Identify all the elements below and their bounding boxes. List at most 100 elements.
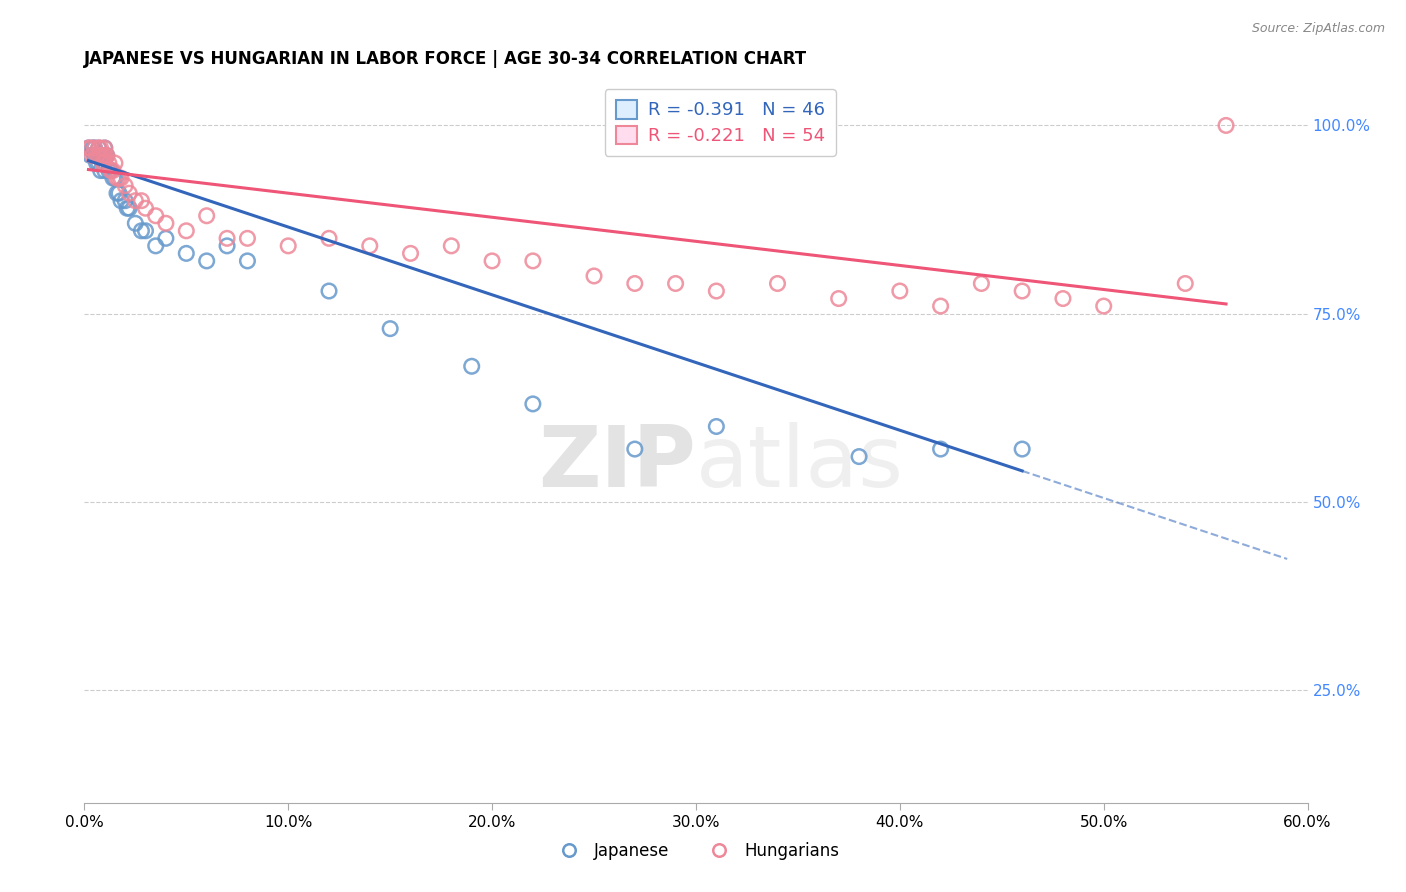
Legend: Japanese, Hungarians: Japanese, Hungarians xyxy=(546,836,846,867)
Point xyxy=(1052,292,1074,306)
Point xyxy=(87,141,110,155)
Point xyxy=(100,163,122,178)
Point xyxy=(96,148,118,162)
Point xyxy=(135,201,157,215)
Point xyxy=(86,148,108,162)
Point xyxy=(1092,299,1115,313)
Point xyxy=(97,156,120,170)
Point xyxy=(93,141,115,155)
Point xyxy=(318,231,340,245)
Point xyxy=(82,148,104,162)
Point xyxy=(848,450,870,464)
Point xyxy=(104,156,127,170)
Point xyxy=(93,148,115,162)
Point xyxy=(131,224,153,238)
Point xyxy=(440,239,463,253)
Point xyxy=(970,277,993,291)
Point xyxy=(195,209,218,223)
Point xyxy=(380,321,402,335)
Point xyxy=(83,148,105,162)
Point xyxy=(236,254,259,268)
Point xyxy=(461,359,484,374)
Point xyxy=(100,163,122,178)
Point xyxy=(145,209,167,223)
Point xyxy=(90,163,112,178)
Point xyxy=(135,224,157,238)
Text: ZIP: ZIP xyxy=(538,422,696,505)
Point xyxy=(624,442,647,456)
Point xyxy=(522,397,544,411)
Point xyxy=(87,156,110,170)
Point xyxy=(665,277,688,291)
Point xyxy=(82,141,104,155)
Point xyxy=(359,239,381,253)
Point xyxy=(104,171,127,186)
Text: atlas: atlas xyxy=(696,422,904,505)
Point xyxy=(889,284,911,298)
Point xyxy=(195,254,218,268)
Point xyxy=(105,186,128,201)
Point xyxy=(83,141,105,155)
Point xyxy=(93,163,115,178)
Point xyxy=(155,231,177,245)
Point xyxy=(124,216,146,230)
Point xyxy=(929,442,952,456)
Point xyxy=(91,148,114,162)
Point xyxy=(91,156,114,170)
Point xyxy=(766,277,789,291)
Point xyxy=(624,277,647,291)
Point xyxy=(318,284,340,298)
Point xyxy=(118,186,141,201)
Point xyxy=(155,216,177,230)
Point xyxy=(86,156,108,170)
Point xyxy=(115,201,138,215)
Point xyxy=(217,239,239,253)
Point xyxy=(1215,119,1237,133)
Point xyxy=(277,239,299,253)
Point xyxy=(90,148,112,162)
Point xyxy=(118,201,141,215)
Point xyxy=(93,141,115,155)
Point xyxy=(114,194,136,208)
Point xyxy=(93,148,115,162)
Point xyxy=(83,141,105,155)
Point xyxy=(1011,284,1033,298)
Point xyxy=(522,254,544,268)
Point xyxy=(929,299,952,313)
Point xyxy=(124,194,146,208)
Point xyxy=(79,148,101,162)
Point xyxy=(706,419,728,434)
Point xyxy=(1174,277,1197,291)
Point xyxy=(583,268,606,283)
Point xyxy=(79,141,101,155)
Point xyxy=(87,148,110,162)
Text: JAPANESE VS HUNGARIAN IN LABOR FORCE | AGE 30-34 CORRELATION CHART: JAPANESE VS HUNGARIAN IN LABOR FORCE | A… xyxy=(84,50,807,68)
Point xyxy=(114,178,136,193)
Point xyxy=(90,148,112,162)
Point xyxy=(93,156,115,170)
Point xyxy=(131,194,153,208)
Point xyxy=(96,148,118,162)
Point xyxy=(481,254,503,268)
Point xyxy=(93,156,115,170)
Point xyxy=(828,292,851,306)
Point xyxy=(399,246,422,260)
Point xyxy=(145,239,167,253)
Point xyxy=(174,224,197,238)
Point xyxy=(86,148,108,162)
Text: Source: ZipAtlas.com: Source: ZipAtlas.com xyxy=(1251,22,1385,36)
Point xyxy=(217,231,239,245)
Point xyxy=(105,171,128,186)
Point xyxy=(91,156,114,170)
Point xyxy=(236,231,259,245)
Point xyxy=(101,171,124,186)
Point xyxy=(90,141,112,155)
Point xyxy=(77,141,100,155)
Point xyxy=(108,171,131,186)
Point xyxy=(101,163,124,178)
Point xyxy=(174,246,197,260)
Point xyxy=(1011,442,1033,456)
Point xyxy=(77,141,100,155)
Point xyxy=(110,194,132,208)
Point xyxy=(91,148,114,162)
